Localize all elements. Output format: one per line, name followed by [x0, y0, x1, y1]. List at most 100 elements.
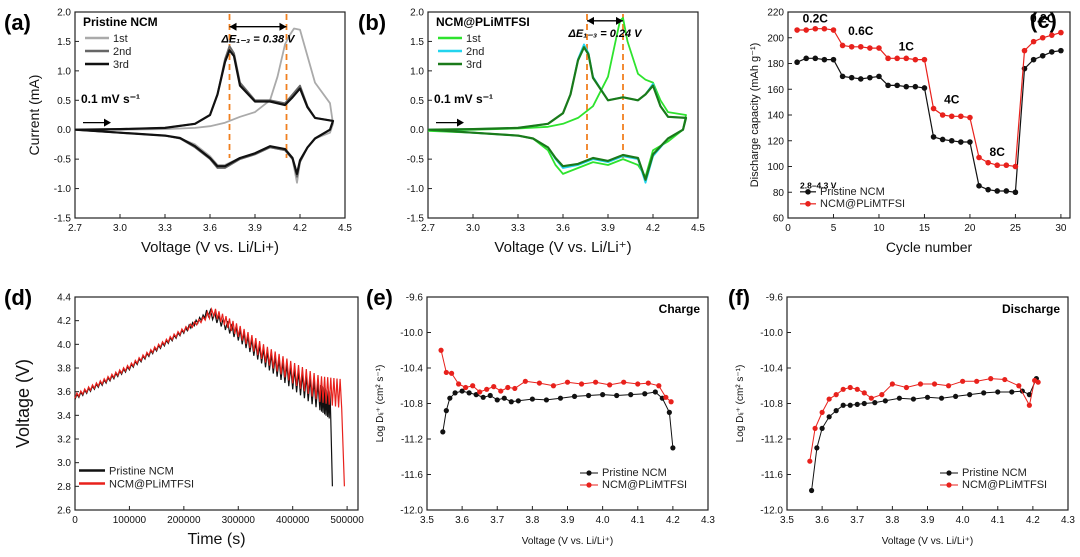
- data-point-c: [794, 59, 800, 66]
- x-axis-label-e: Voltage (V vs. Li/Li⁺): [522, 536, 613, 547]
- y-axis-label-d: Voltage (V): [13, 359, 33, 448]
- data-point-f: [967, 392, 973, 398]
- data-point-e: [645, 380, 651, 386]
- x-tick-label-e: 4.1: [631, 515, 645, 526]
- data-point-e: [663, 394, 669, 400]
- series-line-b-3: [427, 46, 688, 181]
- x-tick-label-e: 3.8: [525, 515, 539, 526]
- y-tick-label-f: -11.2: [761, 435, 783, 446]
- data-point-f: [995, 389, 1001, 395]
- data-point-c: [857, 43, 864, 50]
- data-point-e: [484, 386, 490, 392]
- data-point-e: [564, 379, 571, 385]
- data-point-c: [803, 55, 809, 62]
- scan-direction-arrowhead: [104, 118, 111, 127]
- data-point-e: [668, 399, 674, 405]
- x-tick-label-e: 3.7: [490, 515, 504, 526]
- data-point-c: [948, 113, 955, 120]
- legend-label-a: 1st: [113, 33, 128, 45]
- data-point-f: [840, 386, 846, 392]
- x-tick-label-a: 2.7: [68, 223, 82, 234]
- data-point-e: [593, 379, 599, 385]
- data-point-f: [882, 398, 888, 404]
- data-point-f: [945, 383, 952, 389]
- data-point-c: [876, 45, 882, 51]
- data-point-c: [1049, 32, 1055, 38]
- data-point-f: [917, 381, 924, 387]
- data-point-c: [839, 42, 846, 49]
- series-line-d-2: [74, 306, 345, 487]
- x-tick-label-d: 200000: [167, 515, 201, 526]
- legend-label-b: 3rd: [466, 59, 482, 71]
- data-point-f: [974, 378, 980, 384]
- data-point-e: [443, 369, 449, 376]
- x-tick-label-b: 2.7: [421, 223, 435, 234]
- data-point-e: [635, 381, 641, 387]
- legend-label-a: 3rd: [113, 59, 129, 71]
- x-tick-label-d: 500000: [330, 515, 364, 526]
- legend-label-f: Pristine NCM: [962, 467, 1027, 479]
- y-tick-label-b: 0.5: [410, 96, 424, 107]
- data-point-f: [879, 392, 885, 398]
- data-point-e: [447, 395, 453, 401]
- data-point-c: [1039, 34, 1046, 41]
- data-point-c: [1058, 29, 1064, 36]
- data-point-e: [656, 383, 662, 389]
- y-tick-label-b: -1.5: [407, 214, 425, 225]
- x-tick-label-e: 3.5: [420, 515, 434, 526]
- data-point-f: [854, 401, 860, 407]
- data-point-e: [498, 388, 504, 394]
- data-point-e: [505, 384, 511, 391]
- panel-label-d: (d): [4, 285, 32, 310]
- data-point-e: [628, 392, 634, 398]
- y-axis-label-a: Current (mA): [26, 75, 42, 156]
- data-point-f: [854, 386, 860, 392]
- data-point-e: [607, 382, 613, 388]
- y-tick-label-e: -10.0: [400, 328, 423, 339]
- panel-label-b: (b): [358, 10, 386, 35]
- data-point-c: [1058, 47, 1064, 54]
- y-tick-label-a: -1.0: [54, 184, 72, 195]
- data-point-e: [585, 392, 592, 399]
- data-point-c: [894, 55, 900, 62]
- data-point-e: [452, 390, 458, 396]
- panel-title-a: Pristine NCM: [83, 15, 158, 29]
- data-point-e: [522, 378, 528, 384]
- data-point-f: [847, 384, 853, 391]
- x-tick-label-c: 10: [873, 223, 885, 234]
- data-point-c: [985, 159, 991, 166]
- y-tick-label-c: 160: [767, 85, 784, 96]
- y-tick-label-b: -1.0: [407, 184, 425, 195]
- x-axis-label-d: Time (s): [187, 531, 245, 548]
- data-point-c: [885, 82, 891, 89]
- x-tick-label-a: 3.3: [158, 223, 172, 234]
- legend-label-f: NCM@PLiMTFSI: [962, 479, 1047, 491]
- y-tick-label-a: 1.5: [57, 37, 71, 48]
- x-tick-label-d: 300000: [222, 515, 256, 526]
- rate-label: 4C: [944, 92, 960, 106]
- rate-label: 1C: [899, 40, 915, 54]
- y-tick-label-c: 60: [773, 214, 785, 225]
- data-point-e: [550, 383, 557, 389]
- data-point-c: [812, 55, 819, 62]
- data-point-c: [885, 55, 891, 62]
- y-tick-label-c: 80: [773, 188, 785, 199]
- x-tick-label-a: 3.6: [203, 223, 217, 234]
- y-tick-label-c: 140: [767, 111, 784, 122]
- x-axis-label-f: Voltage (V vs. Li/Li⁺): [882, 536, 973, 547]
- y-tick-label-c: 200: [767, 33, 784, 44]
- data-point-f: [814, 445, 820, 451]
- y-tick-label-f: -10.4: [760, 364, 783, 375]
- y-tick-label-f: -10.0: [760, 328, 783, 339]
- data-point-c: [976, 183, 982, 189]
- y-tick-label-d: 3.8: [57, 364, 71, 375]
- data-point-c: [821, 56, 828, 63]
- x-tick-label-b: 3.9: [601, 223, 615, 234]
- x-tick-label-b: 4.5: [691, 223, 705, 234]
- rate-label: 0.6C: [848, 24, 874, 38]
- x-tick-label-a: 4.2: [293, 223, 307, 234]
- scan-rate-label: 0.1 mV s⁻¹: [81, 92, 140, 106]
- data-point-f: [953, 393, 959, 399]
- data-point-e: [557, 395, 564, 401]
- data-point-c: [867, 45, 873, 51]
